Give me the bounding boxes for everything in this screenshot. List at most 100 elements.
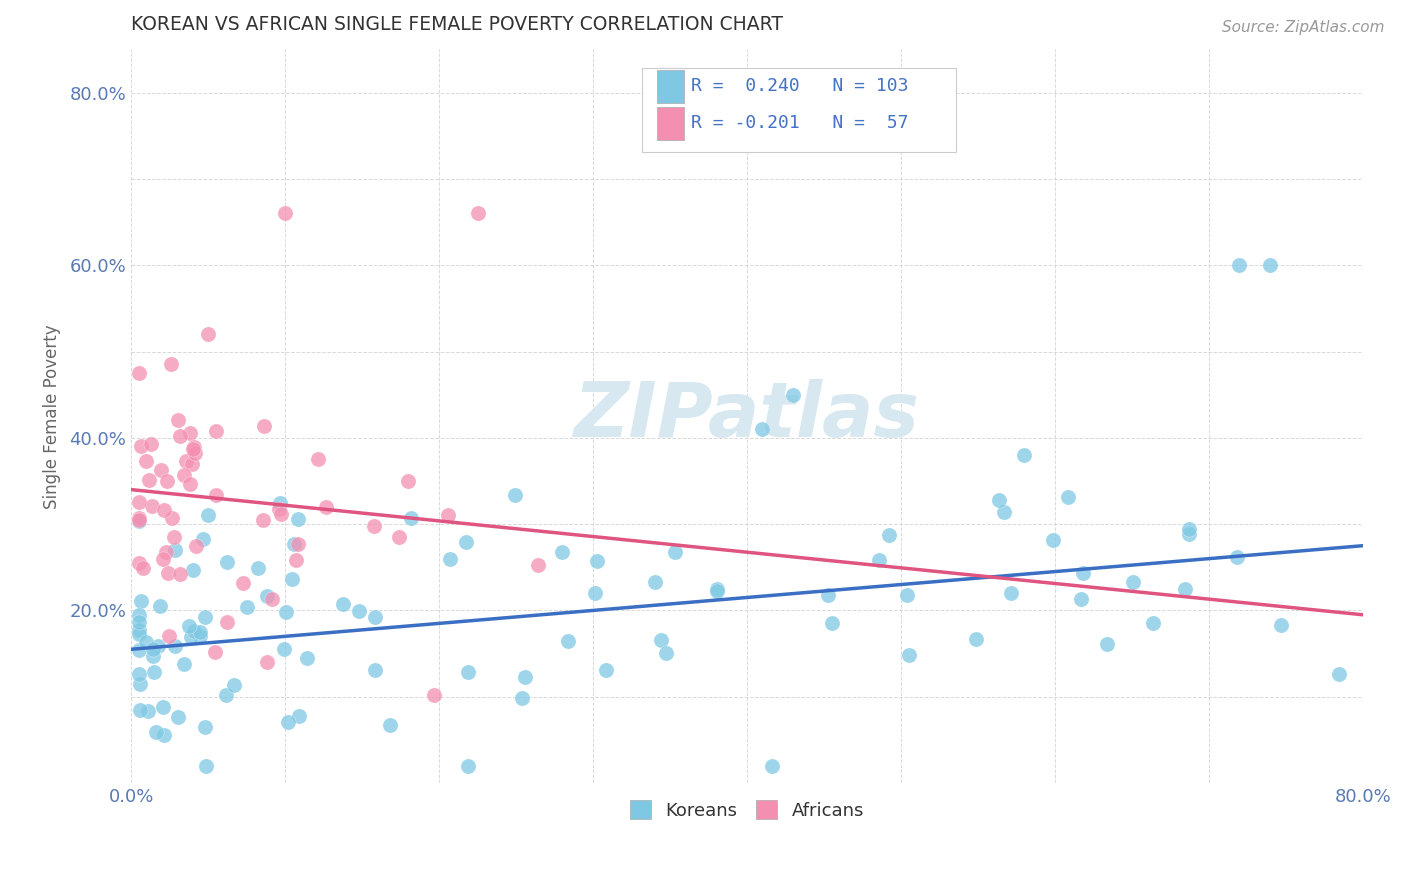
Point bbox=[269, 495, 291, 509]
Point bbox=[180, 630, 202, 644]
Point bbox=[205, 424, 228, 438]
Point bbox=[156, 475, 179, 489]
Point bbox=[252, 513, 274, 527]
Point bbox=[1071, 566, 1094, 580]
Point bbox=[139, 437, 162, 451]
Point bbox=[273, 642, 295, 657]
Point bbox=[276, 605, 298, 619]
Point bbox=[364, 663, 387, 677]
Point bbox=[128, 366, 150, 380]
Point bbox=[142, 648, 165, 663]
Point bbox=[388, 530, 411, 544]
Point bbox=[363, 519, 385, 533]
Point bbox=[503, 488, 526, 502]
Point bbox=[146, 639, 169, 653]
Point bbox=[129, 439, 152, 453]
Point bbox=[176, 453, 198, 467]
Point bbox=[183, 624, 205, 638]
Point bbox=[128, 513, 150, 527]
Point bbox=[188, 630, 211, 644]
Point bbox=[224, 678, 246, 692]
Point bbox=[163, 530, 186, 544]
Point bbox=[1000, 586, 1022, 600]
Point bbox=[135, 454, 157, 468]
Point bbox=[194, 720, 217, 734]
Point bbox=[297, 651, 319, 665]
Point bbox=[136, 705, 159, 719]
Point bbox=[173, 468, 195, 483]
Point bbox=[527, 558, 550, 572]
Bar bbox=[657, 107, 685, 140]
Point bbox=[1178, 522, 1201, 536]
Point bbox=[1142, 615, 1164, 630]
Point bbox=[214, 688, 236, 702]
Point bbox=[181, 457, 204, 471]
Point bbox=[349, 604, 371, 618]
Point bbox=[281, 572, 304, 586]
Point bbox=[152, 551, 174, 566]
Point bbox=[378, 717, 401, 731]
Point bbox=[128, 615, 150, 630]
Point bbox=[761, 759, 783, 773]
Point bbox=[877, 527, 900, 541]
Point bbox=[583, 586, 606, 600]
Point bbox=[988, 493, 1011, 508]
Point bbox=[138, 473, 160, 487]
Point bbox=[274, 206, 297, 220]
Point bbox=[184, 446, 207, 460]
Point bbox=[287, 537, 309, 551]
Point bbox=[782, 387, 804, 401]
Point bbox=[1270, 618, 1292, 632]
Point bbox=[157, 566, 180, 580]
Point bbox=[188, 624, 211, 639]
Point bbox=[439, 552, 461, 566]
Point bbox=[135, 635, 157, 649]
Point bbox=[205, 488, 228, 502]
Point bbox=[193, 532, 215, 546]
Point bbox=[181, 563, 204, 577]
Point bbox=[1012, 448, 1035, 462]
Point bbox=[269, 502, 291, 516]
Point bbox=[1178, 526, 1201, 541]
Point bbox=[283, 536, 305, 550]
Point bbox=[1070, 592, 1092, 607]
Point bbox=[166, 710, 188, 724]
Point bbox=[204, 644, 226, 658]
Text: Source: ZipAtlas.com: Source: ZipAtlas.com bbox=[1222, 20, 1385, 35]
Legend: Koreans, Africans: Koreans, Africans bbox=[623, 793, 872, 827]
Point bbox=[423, 688, 446, 702]
Point bbox=[155, 545, 177, 559]
Point bbox=[1327, 667, 1350, 681]
Point bbox=[364, 610, 387, 624]
Point bbox=[128, 608, 150, 623]
Bar bbox=[657, 70, 685, 103]
Point bbox=[169, 566, 191, 581]
Point bbox=[1226, 549, 1249, 564]
Point bbox=[256, 589, 278, 603]
Point bbox=[179, 619, 201, 633]
Point bbox=[896, 588, 918, 602]
Point bbox=[194, 610, 217, 624]
Point bbox=[247, 561, 270, 575]
Point bbox=[751, 422, 773, 436]
Point bbox=[467, 206, 489, 220]
Point bbox=[897, 648, 920, 662]
Point bbox=[129, 703, 152, 717]
Text: R =  0.240   N = 103: R = 0.240 N = 103 bbox=[692, 77, 910, 95]
Text: ZIPatlas: ZIPatlas bbox=[574, 379, 920, 453]
Point bbox=[270, 507, 292, 521]
Point bbox=[644, 575, 666, 590]
Point bbox=[129, 594, 152, 608]
Point bbox=[143, 665, 166, 679]
Point bbox=[457, 759, 479, 773]
Point bbox=[706, 582, 728, 596]
Point bbox=[396, 474, 419, 488]
Point bbox=[1122, 574, 1144, 589]
Point bbox=[163, 543, 186, 558]
Point bbox=[1258, 258, 1281, 272]
Point bbox=[817, 588, 839, 602]
Point bbox=[194, 759, 217, 773]
Point bbox=[287, 512, 309, 526]
Point bbox=[128, 514, 150, 528]
Point bbox=[128, 643, 150, 657]
